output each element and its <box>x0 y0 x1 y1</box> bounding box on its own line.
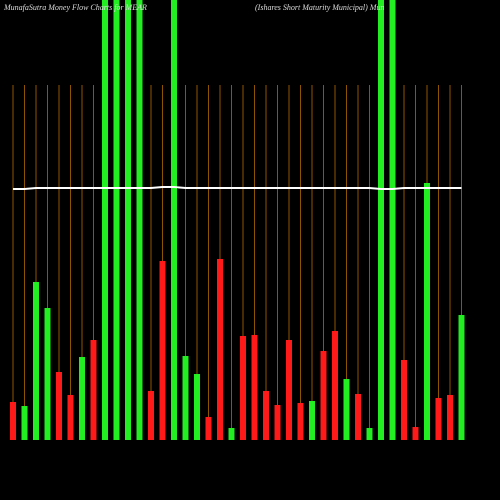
bar <box>343 379 350 440</box>
money-flow-line <box>13 186 462 190</box>
bar <box>378 0 384 440</box>
bar <box>240 336 246 440</box>
bar <box>113 0 120 440</box>
bar <box>56 372 62 440</box>
bar <box>79 357 85 440</box>
bar <box>297 403 304 440</box>
bar <box>21 406 28 440</box>
bar <box>332 331 338 440</box>
bar <box>102 0 108 440</box>
bar <box>171 0 177 440</box>
bar <box>67 395 74 440</box>
bar <box>90 340 97 440</box>
bar <box>44 308 51 440</box>
bar <box>125 0 131 440</box>
bar <box>320 351 327 440</box>
bar <box>194 374 200 440</box>
bar <box>148 391 154 440</box>
bar <box>424 183 430 440</box>
bar <box>217 259 223 440</box>
bar <box>182 356 189 440</box>
bar <box>355 394 361 440</box>
chart-title: MunafaSutra Money Flow Charts for MEAR <box>3 3 147 12</box>
bar <box>205 417 212 440</box>
bar <box>136 0 143 440</box>
bar <box>447 395 453 440</box>
bar <box>389 0 396 440</box>
bar <box>263 391 269 440</box>
lines <box>13 186 462 190</box>
bar <box>309 401 315 440</box>
chart-subtitle: (Ishares Short Maturity Municipal) Mun <box>255 3 384 12</box>
bar <box>33 282 39 440</box>
bar <box>412 427 419 440</box>
bars <box>10 0 465 440</box>
bar <box>458 315 465 440</box>
bar <box>10 402 16 440</box>
bar <box>274 405 281 440</box>
bar <box>401 360 407 440</box>
bar <box>159 261 166 440</box>
bar <box>435 398 442 440</box>
bar <box>251 335 258 440</box>
bar <box>228 428 235 440</box>
bar <box>286 340 292 440</box>
bar <box>366 428 373 440</box>
